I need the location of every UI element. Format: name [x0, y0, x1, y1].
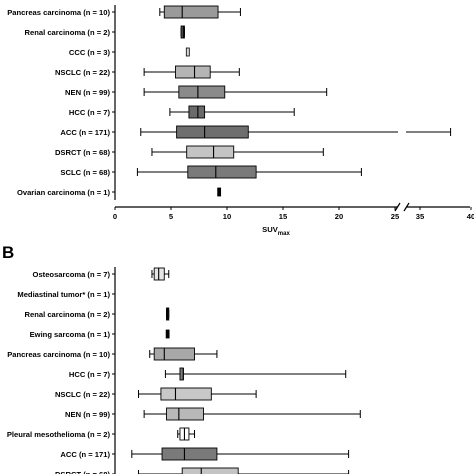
panel-b-category-label-renal-carcinoma-n-2: Renal carcinoma (n = 2) — [25, 310, 111, 319]
panel-b-category-label-hcc-n-7: HCC (n = 7) — [69, 370, 111, 379]
panel-a-box-pancreas-carcinoma-n-10 — [163, 5, 219, 19]
panel-a-x-tick-label-0: 0 — [113, 212, 117, 221]
panel-b-category-label-dsrct-n-68: DSRCT (n = 68) — [55, 470, 111, 474]
panel-a-category-label-hcc-n-7: HCC (n = 7) — [69, 108, 111, 117]
panel-a-category-label-acc-n-171: ACC (n = 171) — [60, 128, 110, 137]
panel-b-box-nsclc-n-22 — [160, 387, 212, 401]
panel-b-category-label-mediastinal-tumor-n-1: Mediastinal tumor* (n = 1) — [17, 290, 110, 299]
panel-a-axis-break-gap — [398, 120, 406, 140]
panel-b-category-label-osteosarcoma-n-7: Osteosarcoma (n = 7) — [33, 270, 111, 279]
panel-b-category-label-acc-n-171: ACC (n = 171) — [60, 450, 110, 459]
panel-b: B Osteosarcoma (n = 7) Mediastinal tumor*… — [2, 243, 361, 474]
panel-a-category-label-ccc-n-3: CCC (n = 3) — [69, 48, 111, 57]
panel-b-category-label-ewing-sarcoma-n-1: Ewing sarcoma (n = 1) — [30, 330, 111, 339]
panel-a-category-label-dsrct-n-68: DSRCT (n = 68) — [55, 148, 111, 157]
panel-b-category-label-nsclc-n-22: NSCLC (n = 22) — [55, 390, 111, 399]
panel-a-x-tick-label-20: 20 — [335, 212, 343, 221]
panel-a-box-acc-n-171 — [176, 125, 249, 139]
panel-b-box-acc-n-171 — [161, 447, 218, 461]
panel-b-category-label-nen-n-99: NEN (n = 99) — [65, 410, 110, 419]
panel-a-x-tick-label-10: 10 — [223, 212, 231, 221]
panel-a-category-label-nsclc-n-22: NSCLC (n = 22) — [55, 68, 111, 77]
panel-a: Pancreas carcinoma (n = 10) Renal carcino… — [7, 5, 474, 237]
panel-a-box-ccc-n-3 — [185, 47, 190, 57]
x-axis-title-subscript: max — [278, 231, 291, 237]
panel-a-x-axis-title: SUVmax — [262, 225, 290, 237]
panel-a-x-tick-label-40: 40 — [467, 212, 474, 221]
panel-a-x-tick-label-35: 35 — [416, 212, 425, 221]
panel-a-category-label-pancreas-carcinoma-n-10: Pancreas carcinoma (n = 10) — [7, 8, 110, 17]
panel-a-box-hcc-n-7 — [188, 105, 206, 119]
panel-a-box-renal-carcinoma-n-2 — [180, 25, 185, 39]
panel-a-x-tick-label-5: 5 — [169, 212, 174, 221]
panel-a-axis-break-mark — [403, 202, 410, 212]
panel-a-category-label-ovarian-carcinoma-n-1: Ovarian carcinoma (n = 1) — [17, 188, 111, 197]
panel-a-category-label-nen-n-99: NEN (n = 99) — [65, 88, 110, 97]
panel-b-box-dsrct-n-68 — [181, 467, 239, 474]
panel-a-category-label-renal-carcinoma-n-2: Renal carcinoma (n = 2) — [25, 28, 111, 37]
panel-a-category-label-sclc-n-68: SCLC (n = 68) — [60, 168, 110, 177]
panel-b-category-label-pancreas-carcinoma-n-10: Pancreas carcinoma (n = 10) — [7, 350, 110, 359]
panel-a-box-dsrct-n-68 — [186, 145, 235, 159]
panel-b-box-ewing-sarcoma-n-1 — [165, 329, 170, 339]
panel-a-box-nen-n-99 — [178, 85, 226, 99]
panel-a-box-nsclc-n-22 — [175, 65, 211, 79]
panel-b-category-label-pleural-mesothelioma-n-2: Pleural mesothelioma (n = 2) — [7, 430, 111, 439]
panel-a-box-ovarian-carcinoma-n-1 — [217, 187, 222, 197]
panel-b-box-pancreas-carcinoma-n-10 — [153, 347, 195, 361]
panel-a-axis-break-mark — [394, 202, 401, 212]
panel-a-box-sclc-n-68 — [187, 165, 257, 179]
panel-b-label: B — [2, 243, 14, 262]
panel-b-box-osteosarcoma-n-7 — [153, 267, 165, 281]
panel-a-x-tick-label-25: 25 — [391, 212, 400, 221]
panel-b-box-nen-n-99 — [166, 407, 204, 421]
panel-a-x-tick-label-15: 15 — [279, 212, 288, 221]
x-axis-title-main: SUV — [262, 225, 279, 234]
